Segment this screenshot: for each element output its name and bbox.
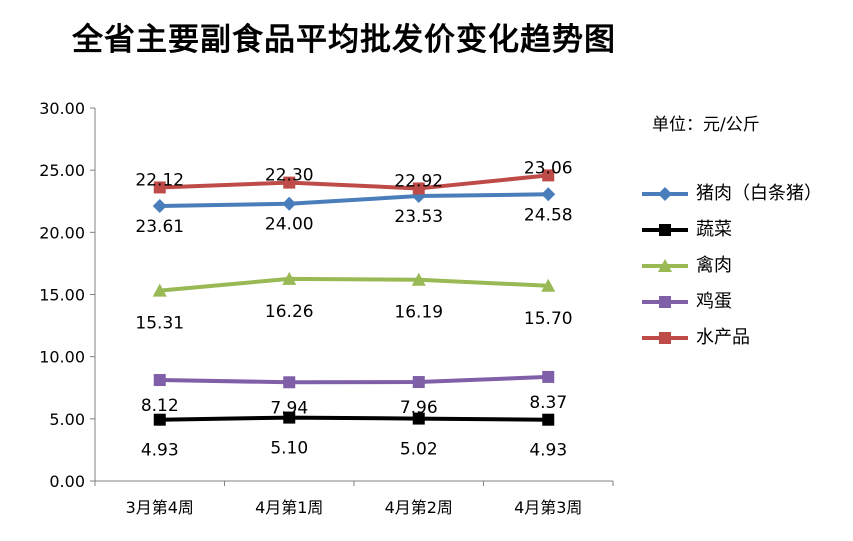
data-label: 23.53 [394, 207, 443, 227]
legend-symbol-pork [642, 187, 688, 201]
series-4 [153, 169, 555, 195]
legend-item-eggs: 鸡蛋 [640, 288, 850, 324]
x-tick-label: 4月第1周 [255, 498, 323, 517]
y-tick-label: 15.00 [39, 286, 85, 305]
series-line [159, 173, 549, 191]
data-label: 24.00 [265, 215, 314, 235]
chart-title: 全省主要副食品平均批发价变化趋势图 [72, 22, 616, 58]
series-3 [153, 370, 555, 389]
legend-symbol-eggs [642, 296, 688, 308]
data-point [541, 187, 556, 202]
series-line [159, 192, 549, 208]
data-point [542, 413, 555, 426]
legend-label-pork: 猪肉（白条猪） [696, 183, 822, 204]
legend-label-eggs: 鸡蛋 [696, 291, 732, 312]
data-label: 23.06 [524, 158, 573, 178]
data-point [282, 196, 297, 211]
data-point [283, 411, 296, 424]
data-label: 4.93 [141, 441, 179, 461]
y-tick-label: 5.00 [49, 410, 85, 429]
data-point [542, 370, 555, 383]
legend-symbol-poultry [642, 259, 688, 272]
data-label: 15.70 [524, 309, 573, 329]
data-label: 7.94 [270, 398, 308, 418]
legend-label-poultry: 禽肉 [696, 255, 732, 276]
data-label: 23.61 [135, 217, 184, 237]
x-tick-label: 4月第2周 [385, 498, 453, 517]
data-label: 22.92 [394, 171, 443, 191]
series-line [159, 415, 549, 422]
y-tick-label: 30.00 [39, 99, 85, 118]
unit-label: 单位：元/公斤 [652, 115, 760, 135]
legend-marker [658, 187, 672, 201]
legend-symbol-vegetables [642, 224, 688, 236]
series-2 [152, 271, 556, 297]
data-point [152, 283, 167, 297]
data-point [153, 374, 166, 387]
data-label: 24.58 [524, 205, 573, 225]
legend-item-seafood: 水产品 [640, 324, 850, 360]
y-tick-label: 0.00 [49, 472, 85, 491]
series-0 [152, 187, 556, 213]
data-label: 15.31 [135, 314, 184, 334]
data-point [412, 182, 425, 195]
data-label: 16.26 [265, 302, 314, 322]
legend-label-vegetables: 蔬菜 [696, 219, 732, 240]
y-tick-label: 10.00 [39, 348, 85, 367]
legend-symbol-seafood [642, 332, 688, 344]
legend-label-seafood: 水产品 [696, 327, 750, 348]
data-point [412, 412, 425, 425]
data-point [152, 198, 167, 213]
y-tick-label: 20.00 [39, 223, 85, 242]
data-point [283, 376, 296, 389]
series-1 [153, 411, 555, 426]
data-point [411, 272, 426, 286]
data-point [153, 181, 166, 194]
data-label: 16.19 [394, 303, 443, 323]
y-tick-label: 25.00 [39, 161, 85, 180]
data-label: 22.30 [265, 166, 314, 186]
data-point [153, 413, 166, 426]
data-label: 7.96 [400, 398, 438, 418]
series-line [159, 276, 549, 293]
legend-item-poultry: 禽肉 [640, 252, 850, 288]
data-label: 22.12 [135, 170, 184, 190]
data-point [412, 376, 425, 389]
data-point [542, 169, 555, 182]
x-tick-label: 3月第4周 [126, 498, 194, 517]
data-point [282, 271, 297, 285]
data-label: 4.93 [529, 441, 567, 461]
series-line [159, 374, 549, 385]
data-label: 5.10 [270, 439, 308, 459]
legend-item-vegetables: 蔬菜 [640, 216, 850, 252]
data-point [283, 176, 296, 189]
legend-marker [659, 332, 671, 344]
data-label: 8.12 [141, 396, 179, 416]
data-point [541, 278, 556, 292]
x-tick-label: 4月第3周 [514, 498, 582, 517]
data-label: 5.02 [400, 440, 438, 460]
legend-item-pork: 猪肉（白条猪） [640, 180, 850, 216]
legend-marker [659, 224, 671, 236]
legend: 猪肉（白条猪） 蔬菜 禽肉 鸡蛋 水产品 [640, 180, 850, 360]
data-label: 8.37 [529, 393, 567, 413]
legend-marker [659, 296, 671, 308]
legend-marker [658, 259, 672, 272]
